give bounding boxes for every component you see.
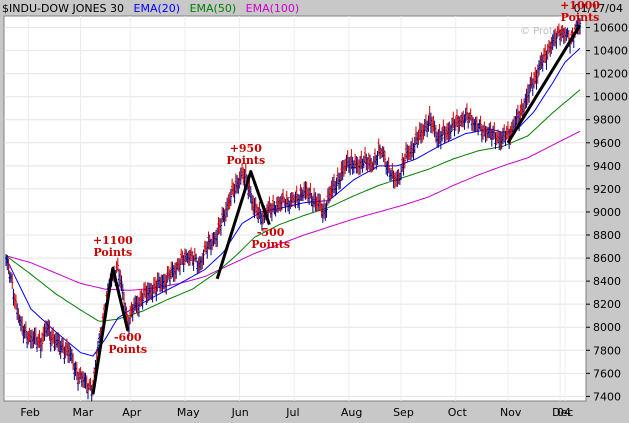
x-tick-label: Nov	[500, 406, 522, 419]
annotation-label: -600	[114, 331, 142, 344]
y-tick-label: 7400	[593, 390, 621, 403]
symbol-title: $INDU-DOW JONES 30	[2, 2, 125, 15]
trend-line	[91, 266, 130, 395]
grid-lines	[4, 16, 586, 401]
annotation-label: Points	[561, 11, 600, 24]
x-tick-label: Feb	[20, 406, 39, 419]
x-tick-label: Jun	[231, 406, 249, 419]
ema50-series	[5, 89, 581, 322]
ema50-line	[5, 89, 581, 322]
legend-ema100: EMA(100)	[245, 2, 300, 15]
ema100-line	[5, 130, 581, 291]
x-tick-label: Sep	[393, 406, 414, 419]
trend-lines	[91, 24, 582, 395]
y-tick-label: 10400	[593, 45, 628, 58]
y-tick-label: 8600	[593, 252, 621, 265]
x-tick-label: Jul	[285, 406, 299, 419]
x-tick-label: Mar	[73, 406, 94, 419]
y-tick-label: 7600	[593, 367, 621, 380]
x-tick-label: 04	[557, 406, 571, 419]
watermark: © Proto...	[520, 26, 568, 37]
y-tick-label: 9400	[593, 160, 621, 173]
legend-ema50: EMA(50)	[189, 2, 237, 15]
x-tick-label: Oct	[448, 406, 468, 419]
annotation-label: -500	[257, 226, 285, 239]
trend-line	[215, 170, 271, 280]
y-tick-label: 9600	[593, 137, 621, 150]
annotations: +1100Points-600Points+950Points-500Point…	[93, 0, 600, 356]
x-tick-label: Apr	[122, 406, 142, 419]
ema100-series	[5, 130, 581, 291]
y-tick-label: 8400	[593, 275, 621, 288]
legend-ema20: EMA(20)	[133, 2, 181, 15]
annotation-label: Points	[93, 246, 132, 259]
y-tick-label: 8200	[593, 298, 621, 311]
x-tick-label: May	[177, 406, 200, 419]
annotation-label: +1100	[93, 234, 133, 247]
y-tick-label: 8800	[593, 229, 621, 242]
y-tick-label: 7800	[593, 344, 621, 357]
annotation-label: Points	[251, 238, 290, 251]
y-tick-label: 9200	[593, 183, 621, 196]
y-tick-label: 8000	[593, 321, 621, 334]
y-tick-label: 10200	[593, 68, 628, 81]
annotation-label: +1000	[560, 0, 600, 12]
annotation-label: Points	[226, 154, 265, 167]
x-tick-label: Aug	[341, 406, 362, 419]
price-bars	[4, 17, 582, 402]
annotation-label: +950	[230, 142, 263, 155]
y-tick-label: 9800	[593, 114, 621, 127]
chart-header: $INDU-DOW JONES 30 EMA(20) EMA(50) EMA(1…	[2, 2, 305, 16]
chart-date: 01/17/04	[573, 2, 623, 15]
y-tick-label: 10600	[593, 22, 628, 35]
trend-line	[506, 24, 582, 144]
y-axis: 7400 7600 7800 8000 8200 8400 8600 8800 9000 9200…	[586, 22, 628, 403]
y-tick-label: 10000	[593, 91, 628, 104]
y-tick-label: 9000	[593, 206, 621, 219]
x-tick-label: Dec	[552, 406, 573, 419]
annotation-label: Points	[108, 343, 147, 356]
